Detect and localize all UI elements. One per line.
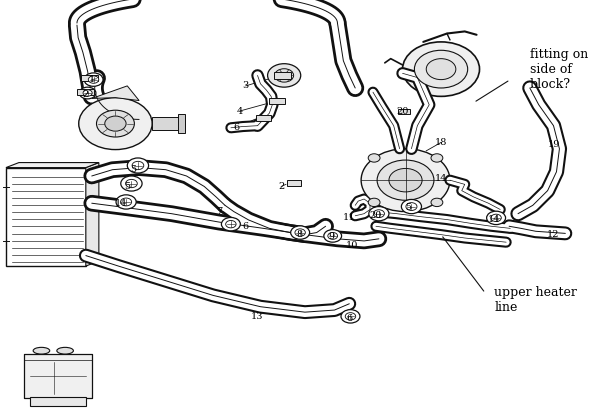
Circle shape xyxy=(374,210,384,217)
Polygon shape xyxy=(6,163,99,168)
Text: 19: 19 xyxy=(548,140,559,149)
Circle shape xyxy=(414,50,468,88)
Circle shape xyxy=(121,176,142,191)
Circle shape xyxy=(345,313,356,320)
Circle shape xyxy=(291,226,310,239)
Text: 3: 3 xyxy=(243,81,249,91)
Circle shape xyxy=(491,214,501,222)
Circle shape xyxy=(116,195,136,209)
Circle shape xyxy=(487,211,506,225)
Ellipse shape xyxy=(33,347,50,354)
Text: upper heater
line: upper heater line xyxy=(494,286,577,313)
Text: 18: 18 xyxy=(435,138,447,147)
Bar xyxy=(30,397,86,406)
Circle shape xyxy=(368,198,380,207)
Circle shape xyxy=(389,168,422,192)
Circle shape xyxy=(369,207,389,221)
Circle shape xyxy=(121,198,131,206)
Text: 5: 5 xyxy=(130,165,136,174)
Bar xyxy=(256,115,271,121)
Text: 9: 9 xyxy=(329,232,334,241)
Circle shape xyxy=(361,149,450,212)
Bar xyxy=(6,168,86,266)
Circle shape xyxy=(79,98,152,150)
Circle shape xyxy=(324,230,342,242)
Text: 14: 14 xyxy=(488,215,501,225)
Text: 11: 11 xyxy=(343,213,356,222)
Circle shape xyxy=(126,179,137,188)
Bar xyxy=(269,98,285,104)
Circle shape xyxy=(275,69,294,82)
Text: 8: 8 xyxy=(296,230,302,239)
Circle shape xyxy=(88,76,99,83)
Circle shape xyxy=(105,116,126,131)
Bar xyxy=(152,117,185,130)
Circle shape xyxy=(221,217,240,231)
Circle shape xyxy=(341,310,360,323)
Polygon shape xyxy=(92,86,139,101)
Bar xyxy=(24,354,92,398)
Circle shape xyxy=(84,73,103,86)
Text: 4: 4 xyxy=(237,106,243,116)
Circle shape xyxy=(226,220,236,228)
Text: 5: 5 xyxy=(406,203,411,212)
Circle shape xyxy=(268,64,301,87)
Text: 12: 12 xyxy=(547,230,560,239)
Circle shape xyxy=(132,161,144,170)
Circle shape xyxy=(431,154,443,162)
Circle shape xyxy=(401,199,422,214)
Circle shape xyxy=(406,203,417,210)
Circle shape xyxy=(431,198,443,207)
Text: 6: 6 xyxy=(346,314,352,323)
Text: 14: 14 xyxy=(435,173,448,183)
Circle shape xyxy=(79,87,96,99)
Text: 13: 13 xyxy=(251,312,264,321)
Text: 2: 2 xyxy=(278,182,284,191)
Circle shape xyxy=(295,229,305,236)
Polygon shape xyxy=(86,163,99,266)
Circle shape xyxy=(426,59,456,80)
Circle shape xyxy=(83,90,92,96)
Circle shape xyxy=(328,233,337,239)
Text: 20: 20 xyxy=(370,211,382,220)
Bar xyxy=(81,75,98,81)
Text: 6: 6 xyxy=(243,222,249,231)
Ellipse shape xyxy=(57,347,73,354)
Circle shape xyxy=(403,42,480,96)
Bar xyxy=(274,72,291,79)
Circle shape xyxy=(368,154,380,162)
Text: 10: 10 xyxy=(346,241,358,250)
Text: fitting on
side of
block?: fitting on side of block? xyxy=(530,48,588,91)
Circle shape xyxy=(377,160,434,200)
Text: 5: 5 xyxy=(124,182,130,191)
Text: 2: 2 xyxy=(83,90,89,99)
Text: 1: 1 xyxy=(89,75,95,84)
Bar xyxy=(178,114,185,133)
Circle shape xyxy=(127,158,149,173)
Text: 7: 7 xyxy=(216,207,222,216)
Text: 20: 20 xyxy=(397,106,408,116)
Circle shape xyxy=(96,110,134,137)
Bar xyxy=(77,89,94,95)
Text: 6: 6 xyxy=(234,123,240,132)
Bar xyxy=(398,109,410,114)
Bar xyxy=(287,180,301,186)
Text: 14: 14 xyxy=(115,199,128,208)
